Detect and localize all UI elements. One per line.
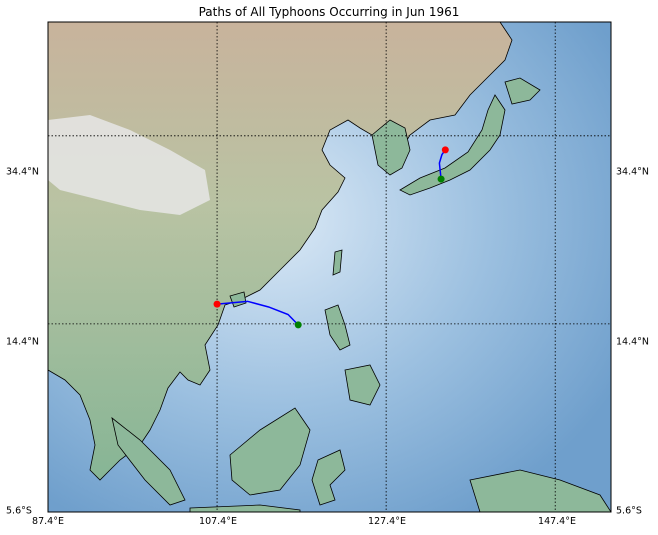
japan-honshu	[399, 94, 506, 196]
lon-tick-label: 147.4°E	[538, 516, 576, 527]
lat-tick-label-right: 14.4°N	[616, 336, 650, 348]
sulawesi	[311, 449, 346, 506]
typhoon-track-line	[216, 300, 299, 326]
java	[189, 504, 301, 512]
track-start-marker	[294, 321, 302, 329]
lat-tick-label-right: 34.4°N	[616, 166, 650, 178]
borneo	[229, 407, 311, 496]
philippines-luzon	[324, 304, 351, 351]
lat-tick-label-left: 14.4°N	[6, 336, 40, 348]
philippines-mindanao	[344, 364, 381, 406]
typhoon-tracks	[213, 146, 449, 329]
lon-tick-label: 87.4°E	[32, 516, 64, 527]
track-end-marker	[441, 146, 449, 154]
lat-tick-label-right: 5.6°S	[616, 505, 642, 517]
lat-tick-label-left: 34.4°N	[6, 166, 40, 178]
sumatra	[111, 416, 186, 506]
lon-tick-label: 127.4°E	[368, 516, 406, 527]
map-title: Paths of All Typhoons Occurring in Jun 1…	[198, 5, 460, 19]
new-guinea	[469, 469, 611, 512]
korea	[371, 119, 411, 176]
track-start-marker	[437, 175, 445, 183]
track-end-marker	[213, 300, 221, 308]
lat-tick-label-left: 5.6°S	[6, 505, 32, 517]
taiwan	[332, 249, 343, 276]
tibet-plateau	[48, 115, 210, 215]
japan-hokkaido	[504, 77, 541, 105]
graticule	[47, 22, 611, 513]
lon-tick-label: 107.4°E	[199, 516, 237, 527]
